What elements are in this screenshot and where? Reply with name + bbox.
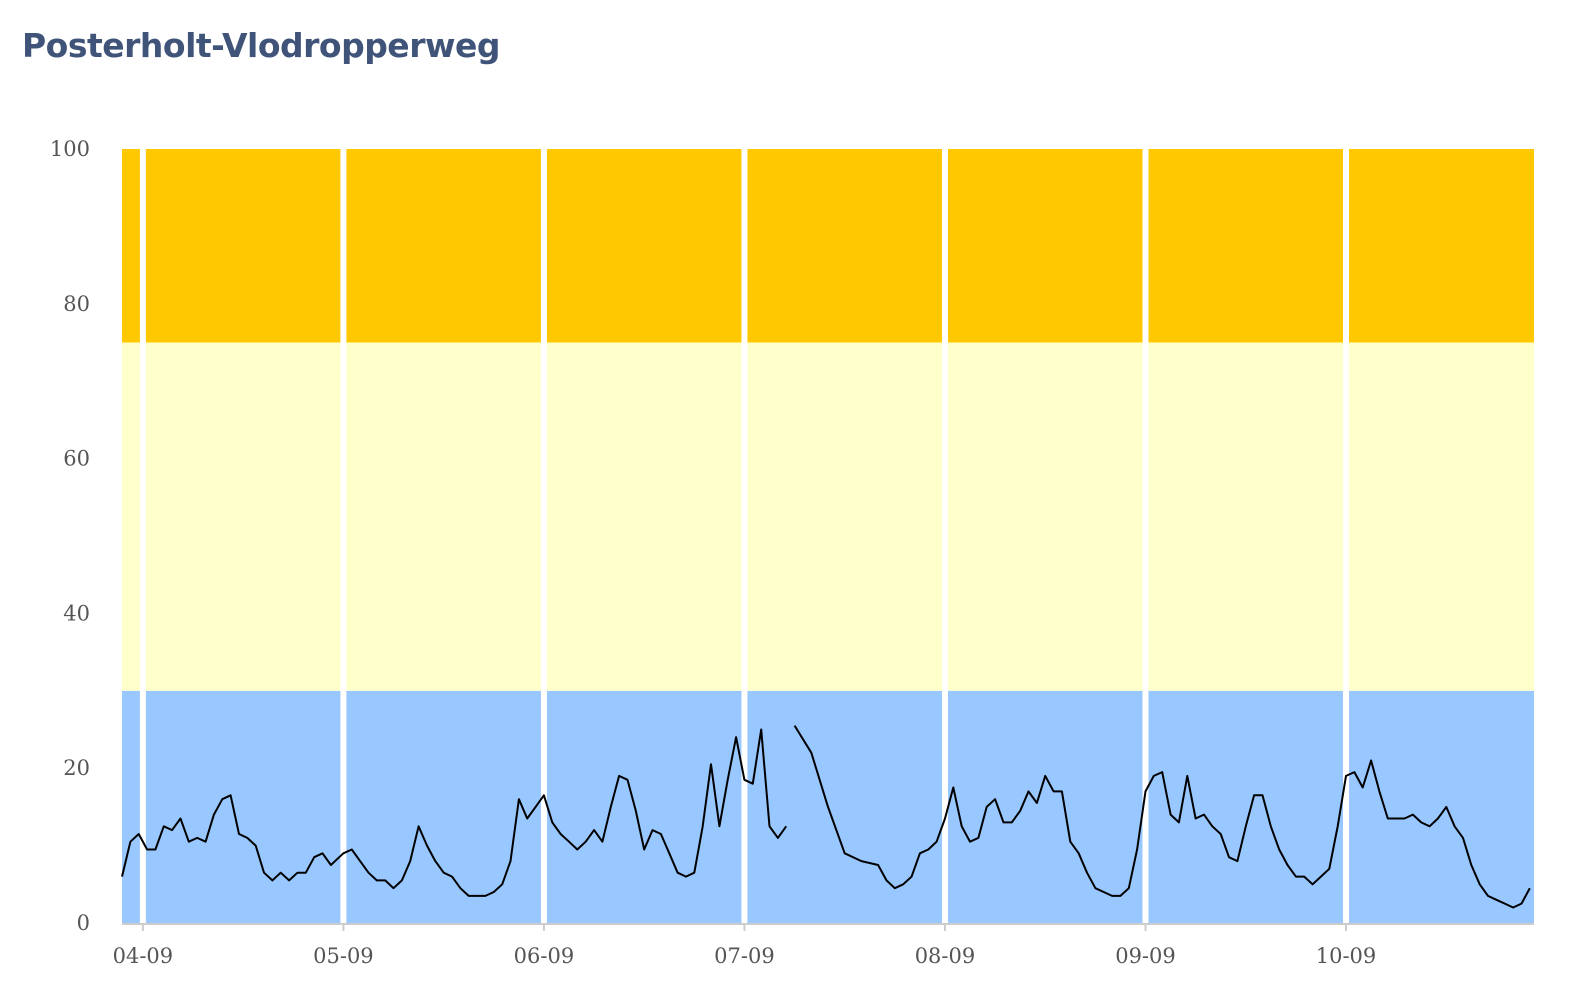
x-tick-label: 05-09: [313, 944, 374, 968]
series-line-segment-0: [121, 728, 788, 897]
band-2: [122, 149, 1534, 343]
x-tick-label: 06-09: [514, 944, 575, 968]
data-series: [121, 725, 1531, 909]
day-separators: [139, 149, 1350, 923]
y-tick-label: 20: [63, 756, 90, 780]
series-line-segment-1: [793, 725, 1531, 909]
band-1: [122, 342, 1534, 691]
y-tick-label: 60: [63, 447, 90, 471]
x-tick-label: 10-09: [1316, 944, 1377, 968]
y-tick-label: 40: [63, 601, 90, 625]
y-tick-label: 80: [63, 292, 90, 316]
y-tick-label: 100: [50, 137, 90, 161]
x-tick-label: 09-09: [1115, 944, 1176, 968]
x-tick-label: 08-09: [915, 944, 976, 968]
y-tick-label: 0: [77, 911, 90, 935]
x-tick-label: 07-09: [714, 944, 775, 968]
y-axis-ticks: 0 20 40 60 80 100: [50, 137, 90, 935]
x-axis-ticks: 04-09 05-09 06-09 07-09 08-09 09-09 10-09: [113, 925, 1377, 968]
x-tick-label: 04-09: [113, 944, 174, 968]
page-title: Posterholt-Vlodropperweg: [22, 26, 500, 65]
